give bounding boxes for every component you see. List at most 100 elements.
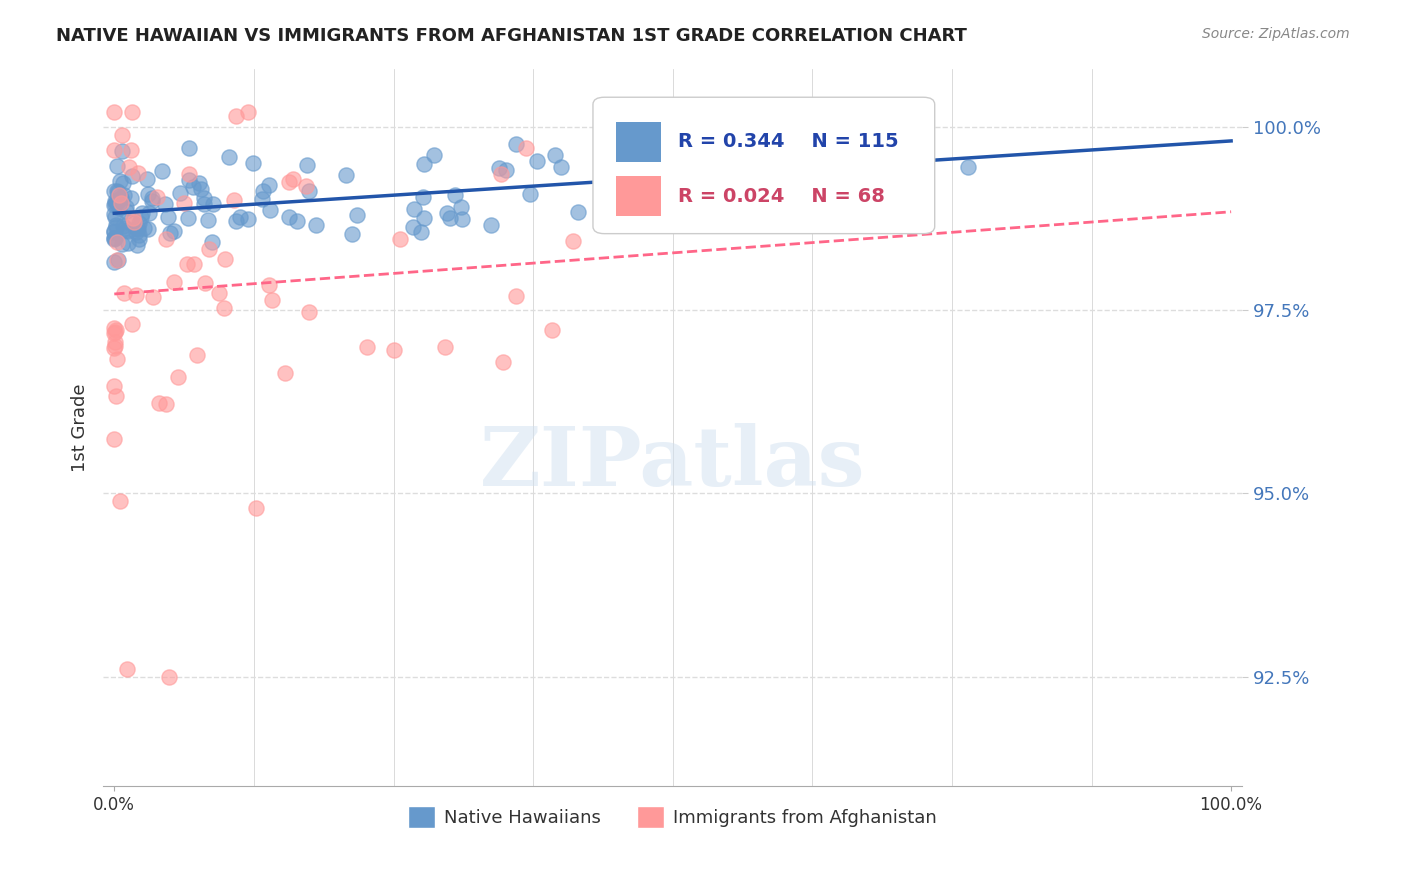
Native Hawaiians <box>495 162 517 177</box>
Immigrants from Afghanistan <box>489 167 512 181</box>
Native Hawaiians <box>107 202 129 216</box>
Immigrants from Afghanistan <box>166 369 188 384</box>
Native Hawaiians <box>831 173 853 187</box>
Native Hawaiians <box>197 212 219 227</box>
Immigrants from Afghanistan <box>257 278 280 293</box>
Native Hawaiians <box>177 173 200 187</box>
Native Hawaiians <box>305 218 328 232</box>
Native Hawaiians <box>103 224 125 238</box>
Immigrants from Afghanistan <box>115 662 138 676</box>
Native Hawaiians <box>188 176 211 190</box>
Immigrants from Afghanistan <box>112 285 135 300</box>
Immigrants from Afghanistan <box>103 105 125 120</box>
Immigrants from Afghanistan <box>105 389 128 403</box>
Immigrants from Afghanistan <box>103 432 125 446</box>
Immigrants from Afghanistan <box>298 304 321 318</box>
Native Hawaiians <box>120 191 142 205</box>
Immigrants from Afghanistan <box>245 501 267 516</box>
Immigrants from Afghanistan <box>104 335 127 350</box>
Native Hawaiians <box>340 227 363 242</box>
Immigrants from Afghanistan <box>183 257 205 271</box>
Native Hawaiians <box>141 194 163 209</box>
Text: R = 0.344    N = 115: R = 0.344 N = 115 <box>679 132 898 152</box>
Immigrants from Afghanistan <box>110 493 132 508</box>
Native Hawaiians <box>125 238 148 252</box>
Native Hawaiians <box>621 157 644 171</box>
Immigrants from Afghanistan <box>146 190 169 204</box>
Text: NATIVE HAWAIIAN VS IMMIGRANTS FROM AFGHANISTAN 1ST GRADE CORRELATION CHART: NATIVE HAWAIIAN VS IMMIGRANTS FROM AFGHA… <box>56 27 967 45</box>
Bar <box>616 177 661 216</box>
Immigrants from Afghanistan <box>238 105 260 120</box>
Immigrants from Afghanistan <box>208 285 231 300</box>
Native Hawaiians <box>436 206 458 220</box>
Immigrants from Afghanistan <box>108 188 131 202</box>
Immigrants from Afghanistan <box>186 348 208 362</box>
Native Hawaiians <box>201 235 224 249</box>
Native Hawaiians <box>136 187 159 202</box>
Immigrants from Afghanistan <box>273 367 295 381</box>
Native Hawaiians <box>107 185 129 199</box>
Immigrants from Afghanistan <box>120 144 142 158</box>
Native Hawaiians <box>488 161 510 175</box>
Native Hawaiians <box>163 224 186 238</box>
Immigrants from Afghanistan <box>127 166 149 180</box>
Native Hawaiians <box>104 231 127 245</box>
Immigrants from Afghanistan <box>104 323 127 337</box>
Native Hawaiians <box>111 219 134 233</box>
Native Hawaiians <box>125 220 148 235</box>
Native Hawaiians <box>835 126 858 140</box>
Immigrants from Afghanistan <box>194 276 217 290</box>
Native Hawaiians <box>422 148 444 162</box>
Native Hawaiians <box>202 196 225 211</box>
Native Hawaiians <box>278 210 301 224</box>
Native Hawaiians <box>134 220 156 235</box>
Native Hawaiians <box>259 202 281 217</box>
Immigrants from Afghanistan <box>214 252 236 266</box>
Native Hawaiians <box>115 200 138 214</box>
Native Hawaiians <box>412 157 434 171</box>
Native Hawaiians <box>136 222 159 236</box>
Native Hawaiians <box>346 208 368 222</box>
Native Hawaiians <box>128 232 150 246</box>
Text: R = 0.024    N = 68: R = 0.024 N = 68 <box>679 186 886 206</box>
Native Hawaiians <box>107 193 129 207</box>
Native Hawaiians <box>112 188 135 202</box>
Native Hawaiians <box>141 191 163 205</box>
Native Hawaiians <box>411 225 433 239</box>
Immigrants from Afghanistan <box>121 105 143 120</box>
Immigrants from Afghanistan <box>541 323 564 337</box>
Immigrants from Afghanistan <box>163 276 186 290</box>
Text: Source: ZipAtlas.com: Source: ZipAtlas.com <box>1202 27 1350 41</box>
Native Hawaiians <box>250 192 273 206</box>
Immigrants from Afghanistan <box>492 354 515 368</box>
Immigrants from Afghanistan <box>124 215 146 229</box>
Native Hawaiians <box>519 187 541 202</box>
Immigrants from Afghanistan <box>277 176 299 190</box>
Y-axis label: 1st Grade: 1st Grade <box>72 384 89 472</box>
Native Hawaiians <box>479 218 502 232</box>
Immigrants from Afghanistan <box>177 167 200 181</box>
Immigrants from Afghanistan <box>382 343 405 357</box>
Native Hawaiians <box>412 211 434 225</box>
Native Hawaiians <box>450 200 472 214</box>
Legend: Native Hawaiians, Immigrants from Afghanistan: Native Hawaiians, Immigrants from Afghan… <box>401 798 945 835</box>
Native Hawaiians <box>104 194 127 209</box>
Native Hawaiians <box>846 162 869 177</box>
Immigrants from Afghanistan <box>224 194 246 208</box>
Immigrants from Afghanistan <box>103 341 125 355</box>
Native Hawaiians <box>229 211 252 225</box>
Native Hawaiians <box>138 206 160 220</box>
Native Hawaiians <box>401 219 423 234</box>
Immigrants from Afghanistan <box>103 321 125 335</box>
Immigrants from Afghanistan <box>157 670 180 684</box>
Native Hawaiians <box>103 198 125 212</box>
Native Hawaiians <box>335 168 357 182</box>
Native Hawaiians <box>179 141 201 155</box>
Immigrants from Afghanistan <box>176 257 198 271</box>
Immigrants from Afghanistan <box>110 195 132 210</box>
Native Hawaiians <box>550 161 572 175</box>
Immigrants from Afghanistan <box>505 289 527 303</box>
Native Hawaiians <box>544 148 567 162</box>
Immigrants from Afghanistan <box>281 172 304 186</box>
Native Hawaiians <box>110 173 132 187</box>
